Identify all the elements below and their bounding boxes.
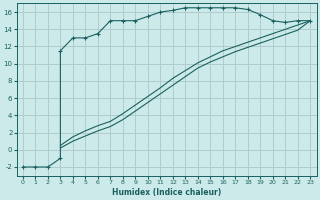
X-axis label: Humidex (Indice chaleur): Humidex (Indice chaleur) [112,188,221,197]
